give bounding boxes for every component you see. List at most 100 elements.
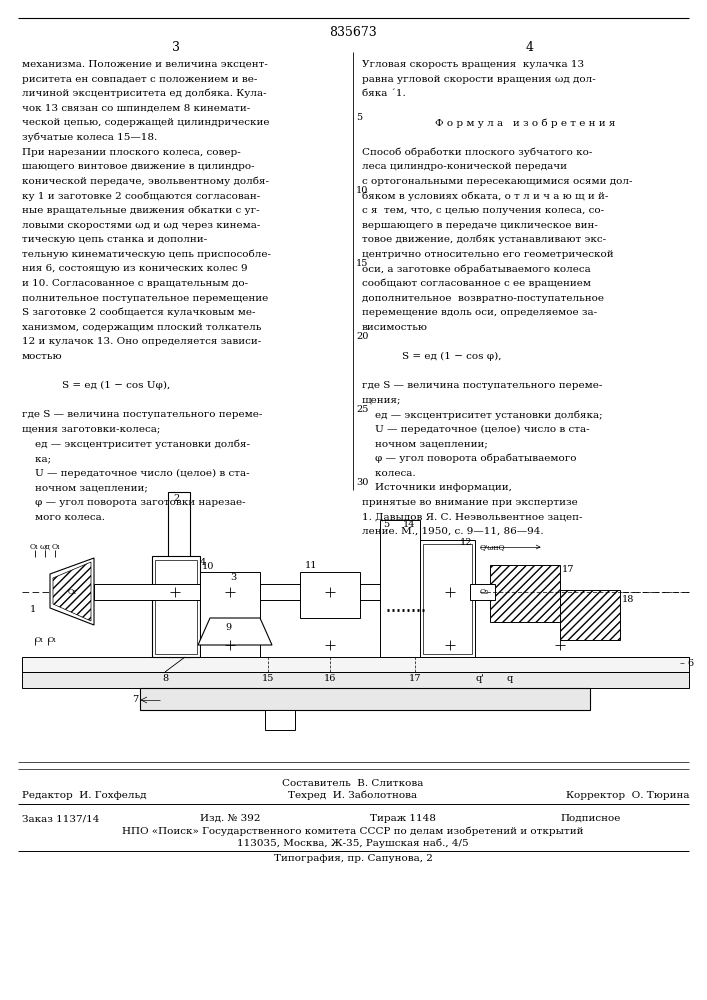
Text: 5: 5	[383, 520, 389, 529]
Bar	[420, 540, 475, 657]
Text: оси, а заготовке обрабатываемого колеса: оси, а заготовке обрабатываемого колеса	[362, 264, 591, 274]
Text: вершающего в передаче циклическое вин-: вершающего в передаче циклическое вин-	[362, 221, 598, 230]
Text: 16: 16	[324, 674, 337, 683]
Text: НПО «Поиск» Государственного комитета СССР по делам изобретений и открытий: НПО «Поиск» Государственного комитета СС…	[122, 827, 584, 836]
Text: ку 1 и заготовке 2 сообщаются согласован-: ку 1 и заготовке 2 сообщаются согласован…	[22, 191, 260, 201]
Bar	[380, 520, 420, 657]
Text: и 10. Согласованное с вращательным до-: и 10. Согласованное с вращательным до-	[22, 279, 248, 288]
Text: принятые во внимание при экспертизе: принятые во внимание при экспертизе	[362, 498, 578, 507]
Text: щения;: щения;	[362, 396, 402, 405]
Text: механизма. Положение и величина эксцент-: механизма. Положение и величина эксцент-	[22, 60, 268, 69]
Text: колеса.: колеса.	[362, 469, 416, 478]
Text: eд — эксцентриситет установки долбя-: eд — эксцентриситет установки долбя-	[22, 439, 250, 449]
Text: Q'ωнQ: Q'ωнQ	[480, 543, 506, 551]
Text: eд — эксцентриситет установки долбяка;: eд — эксцентриситет установки долбяка;	[362, 410, 602, 420]
Bar	[265, 710, 295, 730]
Text: с я  тем, что, с целью получения колеса, со-: с я тем, что, с целью получения колеса, …	[362, 206, 604, 215]
Bar	[22, 657, 689, 672]
Text: конической передаче, эвольвентному долбя-: конической передаче, эвольвентному долбя…	[22, 176, 269, 186]
Bar	[94, 584, 470, 600]
Text: 4: 4	[200, 558, 206, 567]
Text: ческой цепью, содержащей цилиндрические: ческой цепью, содержащей цилиндрические	[22, 118, 269, 127]
Text: 12 и кулачок 13. Оно определяется зависи-: 12 и кулачок 13. Оно определяется зависи…	[22, 337, 262, 346]
Text: тельную кинематическую цепь приспособле-: тельную кинематическую цепь приспособле-	[22, 249, 271, 259]
Text: шающего винтовое движение в цилиндро-: шающего винтовое движение в цилиндро-	[22, 162, 255, 171]
Text: Составитель  В. Слиткова: Составитель В. Слиткова	[282, 779, 423, 788]
Text: O₁: O₁	[52, 543, 61, 551]
Text: ление. М., 1950, с. 9—11, 86—94.: ление. М., 1950, с. 9—11, 86—94.	[362, 527, 544, 536]
Text: 18: 18	[622, 595, 634, 604]
Text: равна угловой скорости вращения ωд дол-: равна угловой скорости вращения ωд дол-	[362, 75, 596, 84]
Text: ловыми скоростями ωд и ωд через кинема-: ловыми скоростями ωд и ωд через кинема-	[22, 221, 260, 230]
Bar	[423, 544, 472, 654]
Text: ωд: ωд	[40, 543, 51, 551]
Text: 20: 20	[356, 332, 368, 341]
Text: зубчатые колеса 15—18.: зубчатые колеса 15—18.	[22, 133, 157, 142]
Text: 10: 10	[356, 186, 368, 195]
Text: 4: 4	[526, 41, 534, 54]
Text: – 6: – 6	[680, 659, 694, 668]
Text: Типография, пр. Сапунова, 2: Типография, пр. Сапунова, 2	[274, 854, 433, 863]
Text: U — передаточное число (целое) в ста-: U — передаточное число (целое) в ста-	[22, 469, 250, 478]
Text: полнительное поступательное перемещение: полнительное поступательное перемещение	[22, 294, 268, 303]
Bar	[200, 572, 260, 657]
Text: Корректор  О. Тюрина: Корректор О. Тюрина	[566, 791, 689, 800]
Text: 1: 1	[30, 605, 36, 614]
Polygon shape	[50, 558, 94, 625]
Text: 5: 5	[356, 113, 362, 122]
Text: q: q	[507, 674, 513, 683]
Text: ночном зацеплении;: ночном зацеплении;	[362, 440, 488, 449]
Bar	[140, 688, 590, 710]
Text: Редактор  И. Гохфельд: Редактор И. Гохфельд	[22, 791, 146, 800]
Bar	[560, 590, 620, 640]
Text: мостью: мостью	[22, 352, 63, 361]
Text: Способ обработки плоского зубчатого ко-: Способ обработки плоского зубчатого ко-	[362, 147, 592, 157]
Text: φ — угол поворота обрабатываемого: φ — угол поворота обрабатываемого	[362, 454, 576, 463]
Text: ка;: ка;	[22, 454, 51, 463]
Text: 113035, Москва, Ж-35, Раушская наб., 4/5: 113035, Москва, Ж-35, Раушская наб., 4/5	[237, 839, 469, 848]
Text: U — передаточное (целое) число в ста-: U — передаточное (целое) число в ста-	[362, 425, 590, 434]
Text: 15: 15	[356, 259, 368, 268]
Bar	[155, 560, 197, 654]
Text: щения заготовки-колеса;: щения заготовки-колеса;	[22, 425, 160, 434]
Text: бяком в условиях обката, о т л и ч а ю щ и й-: бяком в условиях обката, о т л и ч а ю щ…	[362, 191, 609, 201]
Text: При нарезании плоского колеса, совер-: При нарезании плоского колеса, совер-	[22, 148, 241, 157]
Text: дополнительное  возвратно-поступательное: дополнительное возвратно-поступательное	[362, 294, 604, 303]
Text: Изд. № 392: Изд. № 392	[200, 814, 260, 823]
Bar	[22, 672, 689, 688]
Text: 17: 17	[409, 674, 421, 683]
Text: 30: 30	[356, 478, 368, 487]
Text: 25: 25	[356, 405, 368, 414]
Text: 3: 3	[172, 41, 180, 54]
Text: Угловая скорость вращения  кулачка 13: Угловая скорость вращения кулачка 13	[362, 60, 584, 69]
Text: товое движение, долбяк устанавливают экс-: товое движение, долбяк устанавливают экс…	[362, 235, 606, 244]
Text: висимостью: висимостью	[362, 323, 428, 332]
Text: личиной эксцентриситета eд долбяка. Кула-: личиной эксцентриситета eд долбяка. Кула…	[22, 89, 267, 98]
Text: мого колеса.: мого колеса.	[22, 513, 105, 522]
Text: O₂: O₂	[68, 588, 77, 596]
Text: 11: 11	[305, 561, 317, 570]
Text: риситета eн совпадает с положением и ве-: риситета eн совпадает с положением и ве-	[22, 75, 257, 84]
Text: Заказ 1137/14: Заказ 1137/14	[22, 814, 100, 823]
Text: где S — величина поступательного переме-: где S — величина поступательного переме-	[22, 410, 262, 419]
Text: 10: 10	[202, 562, 214, 571]
Text: 7: 7	[132, 696, 138, 704]
Text: 17: 17	[562, 565, 575, 574]
Text: тическую цепь станка и дополни-: тическую цепь станка и дополни-	[22, 235, 207, 244]
Text: бяка ´1.: бяка ´1.	[362, 89, 406, 98]
Text: чок 13 связан со шпинделем 8 кинемати-: чок 13 связан со шпинделем 8 кинемати-	[22, 104, 250, 113]
Text: Техред  И. Заболотнова: Техред И. Заболотнова	[288, 791, 418, 800]
Text: O₁: O₁	[48, 636, 57, 644]
Text: ночном зацеплении;: ночном зацеплении;	[22, 483, 148, 492]
Text: центрично относительно его геометрической: центрично относительно его геометрическо…	[362, 250, 614, 259]
Text: S = eд (1 − cos φ),: S = eд (1 − cos φ),	[402, 352, 501, 361]
Text: 835673: 835673	[329, 26, 377, 39]
Text: 9: 9	[225, 624, 231, 633]
Bar	[152, 556, 200, 657]
Text: с ортогональными пересекающимися осями дол-: с ортогональными пересекающимися осями д…	[362, 177, 633, 186]
Text: Подписное: Подписное	[560, 814, 620, 823]
Text: S = eд (1 − cos Uφ),: S = eд (1 − cos Uφ),	[62, 381, 170, 390]
Text: ные вращательные движения обкатки с уг-: ные вращательные движения обкатки с уг-	[22, 206, 259, 215]
Text: φ — угол поворота заготовки нарезае-: φ — угол поворота заготовки нарезае-	[22, 498, 245, 507]
Text: 8: 8	[162, 674, 168, 683]
